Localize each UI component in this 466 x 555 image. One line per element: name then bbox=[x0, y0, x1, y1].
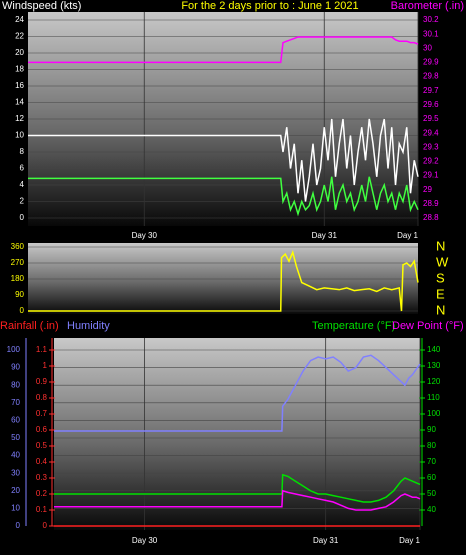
y2-tick-label: 29.6 bbox=[423, 100, 439, 109]
y2-tick-label: 30.2 bbox=[423, 15, 439, 24]
plot-area bbox=[28, 243, 418, 314]
y2-tick-label: 28.9 bbox=[423, 199, 439, 208]
y2-tick-label: W bbox=[436, 254, 449, 269]
y-tick-label: 8 bbox=[20, 147, 25, 156]
y-tick-label: 0 bbox=[20, 213, 25, 222]
y2-tick-label: 70 bbox=[427, 457, 436, 466]
y-tick-label: 0 bbox=[20, 306, 25, 315]
series-line bbox=[28, 176, 419, 217]
y-tick-label: 10 bbox=[11, 504, 20, 513]
y3-tick-label: 0 bbox=[43, 521, 48, 530]
y2-tick-label: 90 bbox=[427, 425, 436, 434]
y-tick-label: 14 bbox=[15, 98, 24, 107]
legend-label: Temperature (°F) bbox=[312, 320, 395, 332]
y-tick-label: 90 bbox=[15, 290, 24, 299]
y-tick-label: 20 bbox=[11, 486, 20, 495]
y-tick-label: 80 bbox=[11, 380, 20, 389]
y3-tick-label: 0.4 bbox=[36, 457, 48, 466]
y2-tick-label: 30.1 bbox=[423, 29, 439, 38]
y3-tick-label: 0.6 bbox=[36, 425, 48, 434]
y2-tick-label: 29.2 bbox=[423, 157, 439, 166]
y-tick-label: 360 bbox=[11, 242, 25, 251]
y2-tick-label: 29.4 bbox=[423, 128, 439, 137]
y-tick-label: 70 bbox=[11, 398, 20, 407]
y3-tick-label: 0.8 bbox=[36, 393, 48, 402]
y-tick-label: 40 bbox=[11, 451, 20, 460]
series-line bbox=[28, 250, 419, 312]
y-tick-label: 2 bbox=[20, 197, 25, 206]
y3-tick-label: 0.1 bbox=[36, 505, 48, 514]
y-tick-label: 18 bbox=[15, 65, 24, 74]
y3-tick-label: 0.9 bbox=[36, 377, 48, 386]
series-line bbox=[54, 354, 421, 432]
y-label: Windspeed (kts) bbox=[2, 0, 81, 12]
y-tick-label: 180 bbox=[11, 274, 25, 283]
x-tick-label: Day 1 bbox=[397, 231, 418, 240]
y-tick-label: 270 bbox=[11, 258, 25, 267]
y2-tick-label: 130 bbox=[427, 361, 441, 370]
x-tick-label: Day 30 bbox=[132, 231, 158, 240]
y2-tick-label: S bbox=[436, 270, 445, 285]
y2-tick-label: 29 bbox=[423, 185, 432, 194]
plot-area bbox=[54, 338, 420, 530]
series-line bbox=[28, 118, 419, 202]
x-tick-label: Day 1 bbox=[399, 536, 420, 545]
y2-tick-label: 60 bbox=[427, 473, 436, 482]
y2-tick-label: 80 bbox=[427, 441, 436, 450]
y2-tick-label: N bbox=[436, 302, 445, 317]
series-line bbox=[54, 489, 421, 511]
y-tick-label: 100 bbox=[7, 345, 21, 354]
y3-tick-label: 1 bbox=[43, 361, 48, 370]
x-tick-label: Day 30 bbox=[132, 536, 158, 545]
x-tick-label: Day 31 bbox=[313, 536, 339, 545]
legend-label: Humidity bbox=[67, 320, 110, 332]
y-tick-label: 16 bbox=[15, 81, 24, 90]
y-tick-label: 10 bbox=[15, 131, 24, 140]
y-tick-label: 12 bbox=[15, 114, 24, 123]
y2-tick-label: E bbox=[436, 286, 445, 301]
y3-tick-label: 0.7 bbox=[36, 409, 48, 418]
y-tick-label: 24 bbox=[15, 15, 24, 24]
y2-tick-label: 30 bbox=[423, 43, 432, 52]
y2-tick-label: 50 bbox=[427, 489, 436, 498]
y2-tick-label: 140 bbox=[427, 345, 441, 354]
y-tick-label: 60 bbox=[11, 416, 20, 425]
y2-tick-label: 29.7 bbox=[423, 86, 439, 95]
legend-label: Dew Point (°F) bbox=[392, 320, 464, 332]
y-tick-label: 6 bbox=[20, 164, 25, 173]
y-tick-label: 90 bbox=[11, 363, 20, 372]
y2-tick-label: 29.3 bbox=[423, 142, 439, 151]
y2-tick-label: 100 bbox=[427, 409, 441, 418]
y2-tick-label: 29.9 bbox=[423, 58, 439, 67]
y3-tick-label: 0.5 bbox=[36, 441, 48, 450]
title: For the 2 days prior to : June 1 2021 bbox=[181, 0, 358, 12]
y3-tick-label: 1.1 bbox=[36, 345, 48, 354]
y-tick-label: 50 bbox=[11, 433, 20, 442]
y2-label: Barometer (.in) bbox=[391, 0, 464, 12]
y2-tick-label: 29.1 bbox=[423, 171, 439, 180]
y-tick-label: 4 bbox=[20, 180, 25, 189]
y-tick-label: 0 bbox=[16, 521, 21, 530]
y-tick-label: 20 bbox=[15, 48, 24, 57]
y2-tick-label: 29.5 bbox=[423, 114, 439, 123]
y2-tick-label: 110 bbox=[427, 393, 440, 402]
x-tick-label: Day 31 bbox=[312, 231, 338, 240]
y-tick-label: 22 bbox=[15, 32, 24, 41]
y2-tick-label: N bbox=[436, 238, 445, 253]
y3-tick-label: 0.2 bbox=[36, 489, 48, 498]
legend-label: Rainfall (.in) bbox=[0, 320, 59, 332]
y2-tick-label: 120 bbox=[427, 377, 441, 386]
y2-tick-label: 29.8 bbox=[423, 72, 439, 81]
y-tick-label: 30 bbox=[11, 468, 20, 477]
series-line bbox=[54, 473, 421, 503]
y3-tick-label: 0.3 bbox=[36, 473, 48, 482]
y2-tick-label: 28.8 bbox=[423, 213, 439, 222]
y2-tick-label: 40 bbox=[427, 505, 436, 514]
series-line bbox=[28, 36, 419, 64]
